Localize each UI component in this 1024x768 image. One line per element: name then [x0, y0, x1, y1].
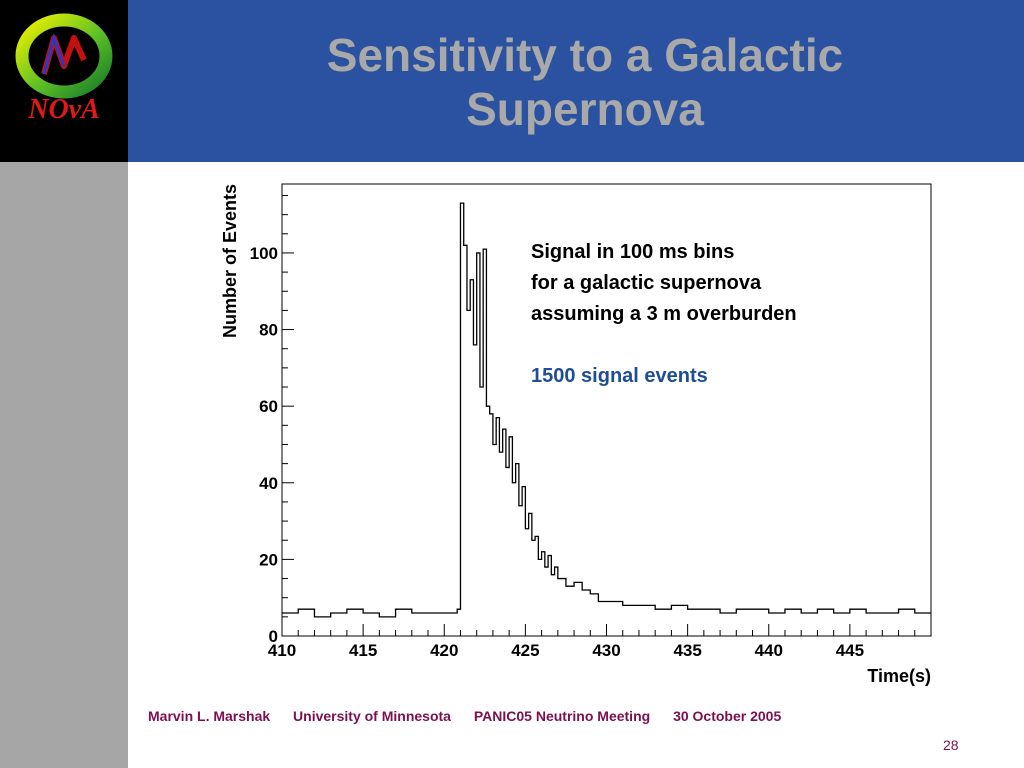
footer: Marvin L. Marshak University of Minnesot… [148, 708, 800, 724]
y-axis-label: Number of Events [220, 184, 240, 338]
annotation-line: Signal in 100 ms bins [531, 241, 734, 263]
supernova-histogram-chart: 410 415 420 425 430 435 440 445 0 20 40 60 80 100 Time… [220, 183, 932, 686]
y-tick-label: 60 [259, 397, 278, 416]
signal-count-annotation: 1500 signal events [531, 365, 708, 387]
x-axis-label: Time(s) [867, 666, 931, 686]
annotation-line: for a galactic supernova [531, 272, 762, 294]
x-tick-label: 435 [673, 641, 701, 660]
footer-institution: University of Minnesota [293, 708, 451, 724]
page-number: 28 [943, 737, 959, 753]
footer-author: Marvin L. Marshak [148, 708, 271, 724]
annotation-line: assuming a 3 m overburden [531, 303, 797, 325]
y-tick-label: 80 [259, 321, 278, 340]
footer-date: 30 October 2005 [673, 708, 782, 724]
x-tick-label: 415 [349, 641, 377, 660]
side-stripe [0, 162, 128, 768]
footer-meeting: PANIC05 Neutrino Meeting [473, 708, 651, 724]
title-bar [128, 0, 1024, 162]
x-tick-label: 430 [592, 641, 620, 660]
slide-title-line-2: Supernova [466, 83, 704, 135]
x-tick-label: 410 [268, 641, 296, 660]
y-tick-label: 100 [250, 244, 278, 263]
y-tick-label: 20 [259, 550, 278, 569]
y-tick-label: 40 [259, 474, 278, 493]
slide-title: Sensitivity to a Galactic Supernova [150, 28, 1020, 136]
x-tick-label: 440 [755, 641, 783, 660]
slide-title-line-1: Sensitivity to a Galactic [326, 29, 844, 81]
y-tick-label: 0 [269, 627, 278, 646]
histogram-series-line [282, 202, 931, 618]
nova-logo: NOvA [0, 0, 128, 162]
logo-text: NOvA [27, 94, 100, 125]
nova-logo-graphic: NOvA [15, 13, 113, 125]
x-tick-label: 420 [430, 641, 458, 660]
chart-panel [205, 163, 948, 690]
x-tick-label: 425 [511, 641, 539, 660]
x-tick-label: 445 [836, 641, 864, 660]
